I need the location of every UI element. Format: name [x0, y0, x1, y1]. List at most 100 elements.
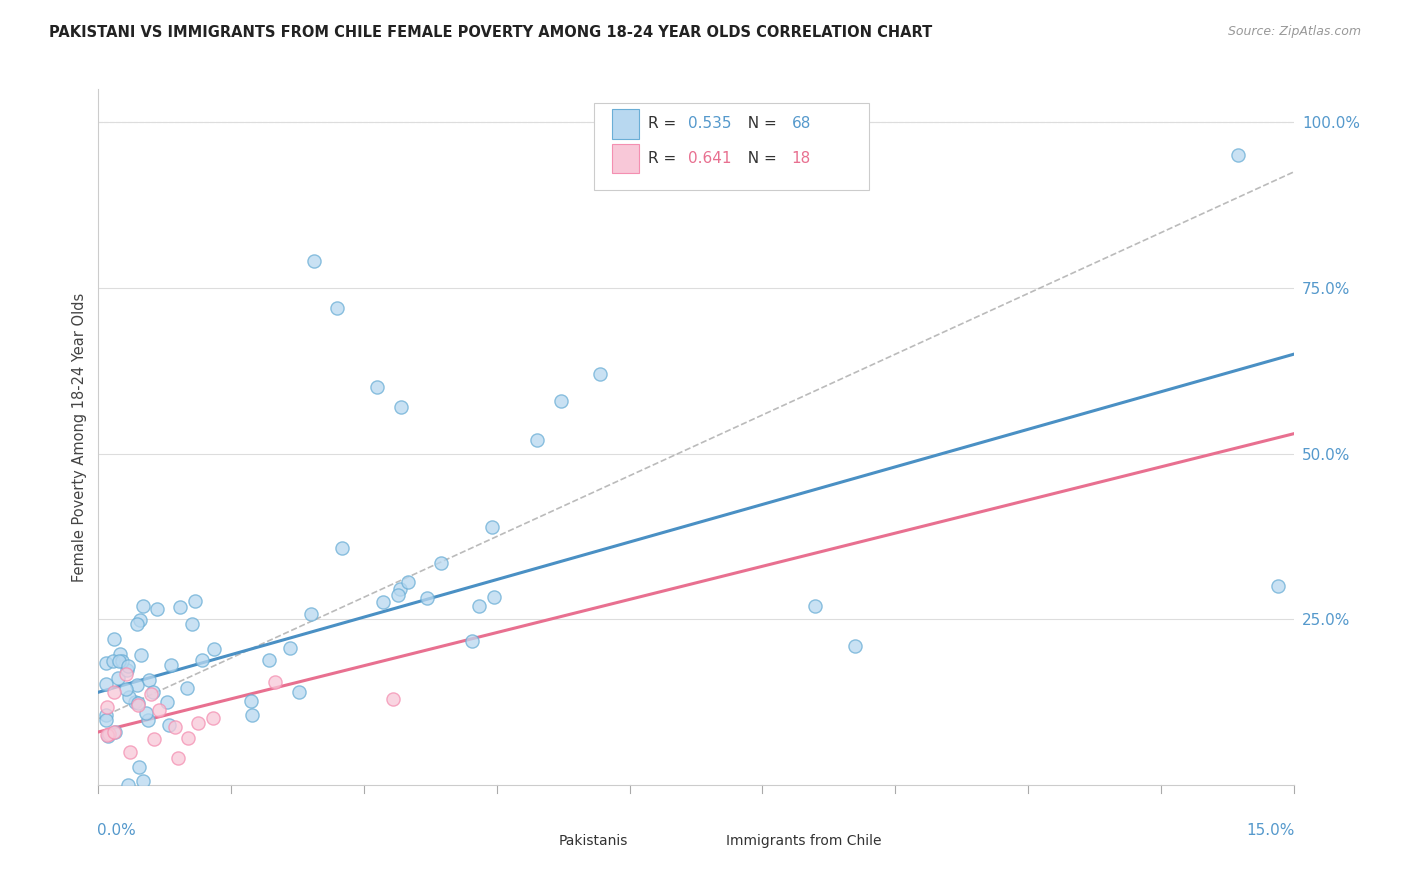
Point: [96, 708, 118, 723]
Point: [103, 632, 125, 647]
Point: [125, 678, 148, 692]
Point: [382, 691, 405, 706]
FancyBboxPatch shape: [613, 145, 638, 173]
Point: [844, 639, 866, 653]
Point: [125, 617, 148, 632]
Text: Source: ZipAtlas.com: Source: ZipAtlas.com: [1227, 25, 1361, 38]
Point: [396, 575, 419, 590]
Text: R =: R =: [648, 152, 682, 166]
Point: [111, 654, 134, 668]
Point: [157, 718, 180, 732]
Text: R =: R =: [648, 117, 682, 131]
Point: [96, 728, 118, 742]
Point: [115, 681, 138, 696]
Point: [387, 588, 409, 602]
Point: [101, 654, 124, 668]
Point: [389, 401, 412, 415]
Point: [108, 654, 131, 668]
Point: [460, 634, 482, 648]
Point: [176, 681, 198, 695]
Point: [138, 673, 160, 687]
Point: [180, 617, 202, 632]
Point: [131, 599, 153, 614]
Point: [167, 751, 190, 765]
Point: [96, 699, 118, 714]
Point: [550, 393, 572, 408]
Y-axis label: Female Poverty Among 18-24 Year Olds: Female Poverty Among 18-24 Year Olds: [72, 293, 87, 582]
FancyBboxPatch shape: [613, 110, 638, 138]
Text: 15.0%: 15.0%: [1246, 823, 1295, 838]
Point: [278, 641, 301, 656]
Point: [96, 656, 118, 670]
Point: [128, 613, 150, 627]
Text: PAKISTANI VS IMMIGRANTS FROM CHILE FEMALE POVERTY AMONG 18-24 YEAR OLDS CORRELAT: PAKISTANI VS IMMIGRANTS FROM CHILE FEMAL…: [49, 25, 932, 40]
Text: Pakistanis: Pakistanis: [558, 834, 628, 847]
Point: [118, 690, 141, 705]
Point: [163, 720, 186, 734]
Point: [127, 698, 149, 713]
Point: [143, 731, 166, 746]
Text: N =: N =: [738, 117, 782, 131]
Point: [184, 594, 207, 608]
Text: 0.0%: 0.0%: [97, 823, 136, 838]
Point: [1267, 579, 1289, 593]
Point: [240, 708, 263, 723]
Point: [187, 716, 209, 731]
Point: [264, 675, 287, 690]
Point: [589, 367, 612, 381]
Point: [202, 642, 225, 657]
Point: [128, 760, 150, 774]
Point: [191, 653, 214, 667]
Point: [240, 693, 263, 707]
Point: [468, 599, 491, 613]
Point: [96, 729, 118, 743]
Point: [146, 602, 169, 616]
Point: [103, 725, 125, 739]
Point: [135, 706, 157, 720]
Point: [142, 685, 165, 699]
Text: 0.535: 0.535: [688, 117, 731, 131]
Point: [326, 301, 349, 315]
Point: [156, 695, 179, 709]
Point: [132, 773, 155, 788]
Point: [288, 685, 311, 699]
Point: [115, 667, 138, 681]
Point: [96, 677, 118, 691]
FancyBboxPatch shape: [529, 830, 550, 852]
Point: [117, 663, 139, 677]
Point: [108, 647, 131, 661]
Point: [117, 658, 139, 673]
Point: [169, 599, 191, 614]
Point: [388, 582, 411, 597]
Point: [139, 687, 162, 701]
Point: [107, 671, 129, 685]
Point: [120, 745, 142, 759]
Text: 0.641: 0.641: [688, 152, 731, 166]
Point: [299, 607, 322, 622]
Point: [124, 695, 146, 709]
Point: [96, 714, 118, 728]
Point: [136, 713, 159, 727]
Point: [482, 590, 505, 604]
Point: [104, 725, 127, 739]
Point: [804, 599, 827, 613]
Point: [366, 380, 388, 394]
Point: [526, 434, 548, 448]
Text: Immigrants from Chile: Immigrants from Chile: [725, 834, 882, 847]
Text: N =: N =: [738, 152, 782, 166]
Point: [481, 520, 503, 534]
FancyBboxPatch shape: [595, 103, 869, 190]
Point: [103, 685, 125, 699]
Text: 18: 18: [792, 152, 811, 166]
Point: [160, 658, 183, 673]
FancyBboxPatch shape: [696, 830, 717, 852]
Text: 68: 68: [792, 117, 811, 131]
Point: [117, 778, 139, 792]
Point: [416, 591, 439, 605]
Point: [97, 727, 120, 741]
Point: [302, 254, 325, 268]
Point: [202, 711, 225, 725]
Point: [371, 595, 394, 609]
Point: [127, 696, 149, 710]
Point: [176, 731, 198, 745]
